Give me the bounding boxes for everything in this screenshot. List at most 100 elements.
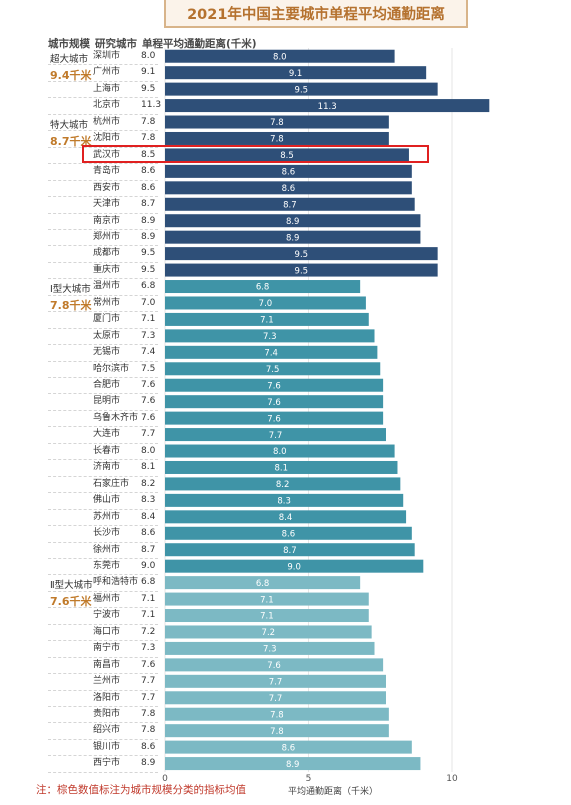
row-separator bbox=[48, 261, 158, 263]
city-value: 8.3 bbox=[141, 495, 156, 506]
city-label: 呼和浩特市 bbox=[93, 577, 139, 588]
bar-value-label: 8.9 bbox=[286, 217, 300, 227]
row-separator bbox=[48, 179, 158, 181]
bar-银川市 bbox=[165, 740, 412, 754]
city-label: 徐州市 bbox=[93, 544, 121, 555]
city-value: 8.6 bbox=[141, 741, 156, 752]
bar-佛山市 bbox=[165, 493, 404, 507]
tier-average: 7.8千米 bbox=[50, 299, 92, 313]
city-label: 济南市 bbox=[93, 462, 121, 473]
bar-value-label: 7.1 bbox=[260, 612, 274, 622]
city-label: 合肥市 bbox=[93, 380, 121, 390]
city-label: 重庆市 bbox=[93, 264, 121, 275]
city-value: 8.1 bbox=[141, 462, 156, 473]
bar-重庆市 bbox=[165, 263, 438, 277]
bar-value-label: 7.3 bbox=[263, 645, 277, 655]
tier-average: 7.6千米 bbox=[50, 595, 92, 609]
bar-value-label: 7.7 bbox=[269, 431, 283, 441]
bar-南宁市 bbox=[165, 641, 375, 655]
row-separator bbox=[48, 64, 158, 66]
city-value: 8.7 bbox=[141, 544, 156, 555]
bar-无锡市 bbox=[165, 345, 378, 359]
city-label: 无锡市 bbox=[93, 347, 121, 358]
bar-value-label: 7.2 bbox=[262, 628, 276, 638]
city-label: 西宁市 bbox=[93, 758, 121, 769]
city-value: 9.1 bbox=[141, 67, 156, 78]
city-value: 11.3 bbox=[141, 100, 162, 111]
city-value: 7.1 bbox=[141, 593, 156, 604]
city-label: 青岛市 bbox=[93, 166, 121, 177]
city-label: 沈阳市 bbox=[93, 133, 121, 144]
row-separator bbox=[48, 656, 158, 658]
bar-value-label: 9.5 bbox=[295, 266, 309, 276]
bar-value-label: 8.2 bbox=[276, 480, 290, 490]
city-value: 8.6 bbox=[141, 182, 156, 193]
tier-name: 特大城市 bbox=[50, 119, 89, 131]
bar-南昌市 bbox=[165, 658, 384, 672]
city-label: 广州市 bbox=[93, 67, 121, 78]
city-value: 7.7 bbox=[141, 676, 156, 687]
bar-value-label: 6.8 bbox=[256, 579, 270, 589]
bar-沈阳市 bbox=[165, 131, 389, 145]
city-label: 福州市 bbox=[93, 593, 121, 604]
bar-value-label: 11.3 bbox=[318, 102, 337, 112]
bar-value-label: 8.6 bbox=[282, 529, 296, 539]
city-value: 9.0 bbox=[141, 560, 156, 571]
row-separator bbox=[48, 393, 158, 395]
city-value: 8.9 bbox=[141, 758, 156, 769]
highlight-box-wuhan bbox=[82, 145, 429, 163]
city-label: 深圳市 bbox=[93, 51, 121, 61]
city-label: 海口市 bbox=[93, 626, 121, 637]
bar-value-label: 8.7 bbox=[283, 200, 297, 210]
row-separator bbox=[48, 755, 158, 757]
row-separator bbox=[48, 196, 158, 198]
bar-上海市 bbox=[165, 82, 438, 96]
bar-value-label: 9.0 bbox=[287, 562, 301, 572]
bar-福州市 bbox=[165, 592, 369, 606]
row-separator bbox=[48, 525, 158, 527]
city-value: 7.3 bbox=[141, 643, 156, 654]
row-separator bbox=[48, 130, 158, 132]
row-separator bbox=[48, 673, 158, 675]
bar-value-label: 7.3 bbox=[263, 332, 277, 342]
row-separator bbox=[48, 327, 158, 329]
bar-北京市 bbox=[165, 99, 490, 113]
row-separator bbox=[48, 590, 158, 592]
row-separator bbox=[48, 442, 158, 444]
row-separator bbox=[48, 344, 158, 346]
tier-average: 9.4千米 bbox=[50, 69, 92, 82]
city-value: 7.2 bbox=[141, 626, 156, 637]
city-value: 7.8 bbox=[141, 709, 156, 719]
bar-绍兴市 bbox=[165, 724, 389, 738]
row-separator bbox=[48, 574, 158, 576]
bar-value-label: 8.9 bbox=[286, 760, 300, 770]
bar-value-label: 8.4 bbox=[279, 513, 293, 523]
row-separator bbox=[48, 245, 158, 247]
header-city-scale: 城市规模 bbox=[48, 38, 90, 50]
bar-徐州市 bbox=[165, 543, 415, 557]
x-tick-label: 10 bbox=[446, 774, 458, 784]
row-separator bbox=[48, 278, 158, 280]
city-label: 郑州市 bbox=[93, 231, 121, 242]
city-label: 南昌市 bbox=[93, 659, 121, 670]
bar-value-label: 8.0 bbox=[273, 447, 287, 457]
city-value: 6.8 bbox=[141, 281, 156, 292]
bar-乌鲁木齐市 bbox=[165, 411, 384, 425]
city-label: 长春市 bbox=[93, 445, 121, 456]
city-label: 太原市 bbox=[93, 330, 121, 341]
tier-name: 超大城市 bbox=[50, 54, 89, 65]
row-separator bbox=[48, 640, 158, 642]
bar-value-label: 9.5 bbox=[295, 85, 309, 95]
row-separator bbox=[48, 97, 158, 99]
city-label: 西安市 bbox=[93, 182, 121, 193]
city-value: 7.3 bbox=[141, 330, 156, 341]
city-value: 8.5 bbox=[141, 149, 156, 160]
bar-兰州市 bbox=[165, 674, 386, 688]
x-axis-title: 平均通勤距离（千米） bbox=[288, 787, 379, 797]
city-value: 8.0 bbox=[141, 445, 156, 456]
bar-贵阳市 bbox=[165, 707, 389, 721]
city-label: 北京市 bbox=[93, 100, 121, 111]
bar-昆明市 bbox=[165, 395, 384, 409]
city-label: 乌鲁木齐市 bbox=[93, 412, 139, 423]
bar-西安市 bbox=[165, 181, 412, 195]
